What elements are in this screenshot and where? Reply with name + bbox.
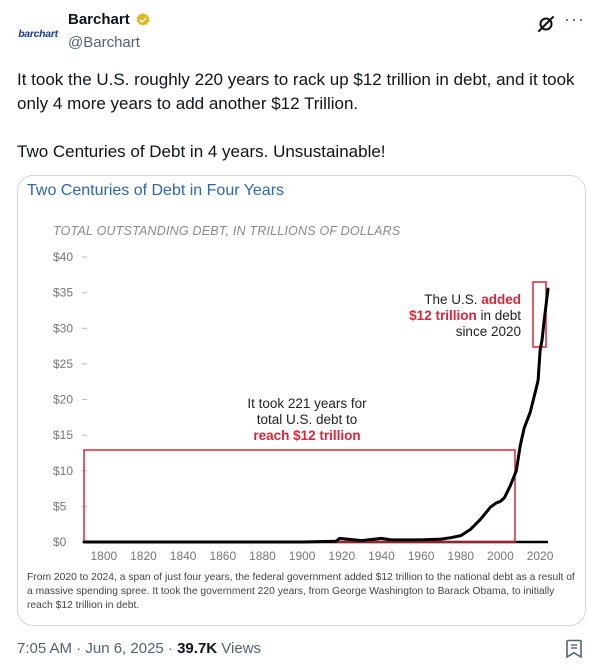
bookmark-icon[interactable] bbox=[565, 639, 583, 659]
debt-series-line bbox=[82, 287, 550, 544]
x-tick-label: 1840 bbox=[170, 549, 197, 563]
y-tick-label: $25 bbox=[53, 357, 73, 371]
x-tick-label: 1940 bbox=[368, 549, 395, 563]
x-tick-label: 1900 bbox=[289, 549, 316, 563]
y-tick-label: $20 bbox=[53, 393, 73, 407]
views-label: Views bbox=[217, 640, 262, 657]
y-tick-label: $0 bbox=[53, 535, 67, 549]
y-tick-label: $35 bbox=[53, 286, 73, 300]
added-annotation-line-2: $12 trillion in debt bbox=[409, 308, 521, 323]
y-tick-label: $10 bbox=[53, 464, 73, 478]
y-tick-label: $5 bbox=[53, 499, 67, 513]
chart-subtitle: TOTAL OUTSTANDING DEBT, IN TRILLIONS OF … bbox=[53, 224, 401, 238]
x-tick-label: 1960 bbox=[408, 549, 435, 563]
tweet-text-paragraph-2: Two Centuries of Debt in 4 years. Unsust… bbox=[17, 142, 386, 161]
x-tick-label: 1880 bbox=[249, 549, 276, 563]
first-12-annotation-line-3: reach $12 trillion bbox=[253, 428, 360, 443]
x-tick-label: 2020 bbox=[527, 549, 554, 563]
tweet-text-paragraph-1: It took the U.S. roughly 220 years to ra… bbox=[17, 70, 575, 113]
avatar[interactable]: barchart bbox=[18, 28, 58, 40]
added-annotation-line-1: The U.S. added bbox=[424, 292, 521, 307]
y-axis-ticks: $40 $35 $30 $25 $20 $15 $10 $5 $0 bbox=[53, 250, 87, 549]
verified-badge-icon bbox=[136, 12, 150, 26]
more-options-icon[interactable]: ··· bbox=[564, 9, 585, 29]
y-tick-label: $15 bbox=[53, 428, 73, 442]
x-axis-ticks: 1800 1820 1840 1860 1880 1900 1920 1940 1960 1980… bbox=[90, 549, 553, 563]
author-row: Barchart bbox=[68, 11, 151, 28]
first-12-annotation-line-2: total U.S. debt to bbox=[257, 412, 358, 427]
chart-title: Two Centuries of Debt in Four Years bbox=[27, 182, 285, 199]
x-tick-label: 1800 bbox=[90, 549, 117, 563]
media-card[interactable]: Two Centuries of Debt in Four Years TOTA… bbox=[17, 175, 586, 626]
chart-caption: From 2020 to 2024, a span of just four y… bbox=[27, 572, 575, 611]
x-tick-label: 1920 bbox=[328, 549, 355, 563]
x-tick-label: 2000 bbox=[487, 549, 514, 563]
x-tick-label: 1820 bbox=[130, 549, 157, 563]
y-tick-label: $40 bbox=[53, 250, 73, 264]
tweet-text: It took the U.S. roughly 220 years to ra… bbox=[17, 68, 587, 164]
grok-icon[interactable] bbox=[536, 14, 556, 34]
added-annotation-line-3: since 2020 bbox=[456, 324, 521, 339]
x-tick-label: 1980 bbox=[447, 549, 474, 563]
timestamp[interactable]: 7:05 AM · Jun 6, 2025 · bbox=[17, 640, 178, 657]
debt-line-chart: $40$35$30$25$20$15$10$5$0 1800 1820 1840 18… bbox=[53, 250, 554, 563]
first-12-trillion-box bbox=[83, 449, 516, 543]
post-footer: 7:05 AM · Jun 6, 2025 · 39.7K Views bbox=[17, 640, 261, 657]
author-name[interactable]: Barchart bbox=[68, 11, 130, 28]
x-tick-label: 1860 bbox=[209, 549, 236, 563]
author-handle[interactable]: @Barchart bbox=[68, 34, 140, 51]
y-tick-label: $30 bbox=[53, 321, 73, 335]
first-12-annotation-line-1: It took 221 years for bbox=[247, 396, 367, 411]
views-count: 39.7K bbox=[177, 640, 218, 657]
